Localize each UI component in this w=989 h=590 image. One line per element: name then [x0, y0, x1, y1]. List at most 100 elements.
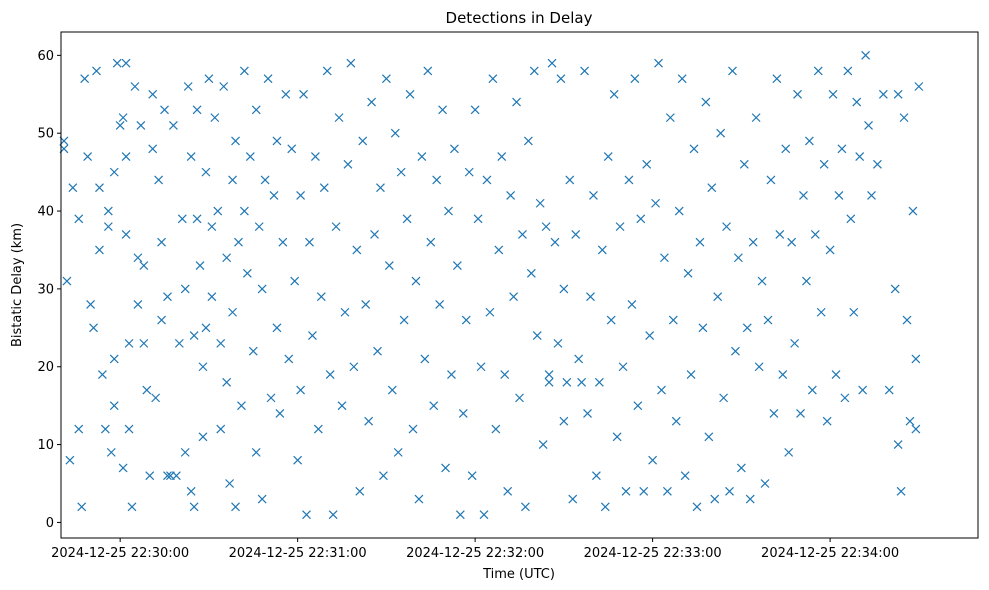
data-point-223 [624, 175, 634, 185]
data-point-175 [488, 74, 498, 84]
data-point-273 [772, 74, 782, 84]
data-point-25 [118, 113, 128, 123]
data-point-311 [893, 440, 903, 450]
data-point-318 [911, 424, 921, 434]
data-point-94 [257, 284, 267, 294]
data-point-115 [310, 152, 320, 161]
data-point-142 [390, 128, 400, 138]
data-point-267 [754, 362, 764, 372]
data-point-178 [497, 152, 507, 161]
data-point-69 [204, 74, 214, 84]
data-point-87 [239, 206, 249, 216]
data-point-163 [452, 261, 462, 270]
data-point-79 [225, 479, 235, 488]
data-point-180 [503, 486, 513, 496]
data-point-187 [523, 136, 533, 146]
data-point-27 [121, 58, 131, 68]
data-point-247 [695, 237, 705, 247]
data-point-285 [807, 385, 817, 395]
data-point-167 [464, 167, 474, 177]
data-point-259 [731, 346, 740, 356]
data-point-213 [594, 377, 604, 387]
data-point-196 [547, 58, 557, 68]
y-tick-label-0: 0 [46, 516, 54, 531]
data-point-134 [367, 97, 377, 107]
chart-title: Detections in Delay [446, 9, 593, 27]
data-point-124 [337, 401, 347, 411]
data-point-202 [562, 377, 572, 387]
data-point-243 [683, 268, 693, 278]
data-point-33 [130, 82, 140, 91]
data-point-44 [154, 175, 164, 185]
data-point-239 [671, 416, 681, 426]
y-tick-label-1: 10 [37, 438, 54, 453]
data-point-30 [124, 338, 134, 348]
data-point-143 [393, 447, 403, 457]
data-point-9 [83, 152, 93, 161]
data-point-193 [541, 222, 551, 232]
data-point-139 [381, 74, 391, 84]
data-point-95 [257, 494, 267, 504]
data-point-306 [873, 159, 882, 169]
data-point-316 [908, 206, 918, 216]
data-point-181 [506, 191, 516, 200]
data-point-152 [420, 354, 430, 364]
data-point-62 [192, 105, 202, 115]
data-point-122 [331, 222, 341, 232]
x-tick-label-2: 2024-12-25 22:32:00 [406, 546, 544, 561]
data-point-10 [86, 300, 96, 309]
data-point-281 [796, 409, 805, 418]
data-point-117 [316, 292, 326, 302]
data-point-238 [668, 315, 678, 325]
data-point-205 [571, 229, 581, 239]
data-point-35 [133, 300, 143, 309]
data-point-17 [103, 206, 113, 216]
data-point-28 [121, 152, 131, 161]
y-tick-label-6: 60 [37, 49, 54, 64]
data-point-292 [828, 89, 838, 99]
data-point-176 [491, 424, 501, 434]
data-point-157 [435, 300, 445, 309]
data-point-98 [266, 393, 276, 403]
data-point-177 [494, 245, 504, 255]
data-point-14 [95, 245, 104, 255]
data-point-104 [281, 89, 291, 99]
data-point-248 [698, 323, 708, 333]
data-point-72 [210, 113, 220, 123]
data-point-297 [843, 66, 853, 76]
data-point-250 [704, 432, 714, 442]
data-point-42 [148, 144, 158, 154]
data-point-118 [319, 183, 329, 193]
data-point-278 [787, 237, 797, 247]
data-point-64 [195, 261, 205, 270]
x-tick-label-1: 2024-12-25 22:31:00 [229, 546, 367, 561]
data-point-282 [799, 191, 808, 200]
data-point-13 [95, 183, 104, 193]
data-point-229 [642, 159, 652, 169]
data-point-234 [657, 385, 666, 395]
data-point-21 [109, 354, 119, 364]
data-point-4 [68, 183, 78, 193]
data-point-302 [858, 385, 868, 395]
data-point-209 [583, 409, 592, 418]
data-point-217 [606, 315, 616, 325]
data-point-67 [201, 167, 211, 177]
data-point-242 [680, 471, 690, 481]
data-point-256 [722, 222, 731, 232]
data-point-58 [186, 152, 196, 161]
data-point-313 [899, 113, 909, 123]
data-point-266 [751, 113, 761, 123]
data-point-315 [905, 416, 915, 426]
data-point-174 [485, 307, 495, 317]
data-point-277 [784, 447, 794, 457]
data-point-114 [308, 331, 317, 341]
data-point-295 [837, 144, 847, 154]
data-point-100 [272, 323, 282, 333]
data-point-103 [278, 237, 288, 247]
data-point-52 [171, 471, 181, 481]
data-point-97 [263, 74, 273, 84]
data-point-34 [133, 253, 143, 263]
data-point-96 [260, 175, 270, 185]
data-point-156 [432, 175, 442, 185]
data-point-231 [648, 455, 658, 465]
